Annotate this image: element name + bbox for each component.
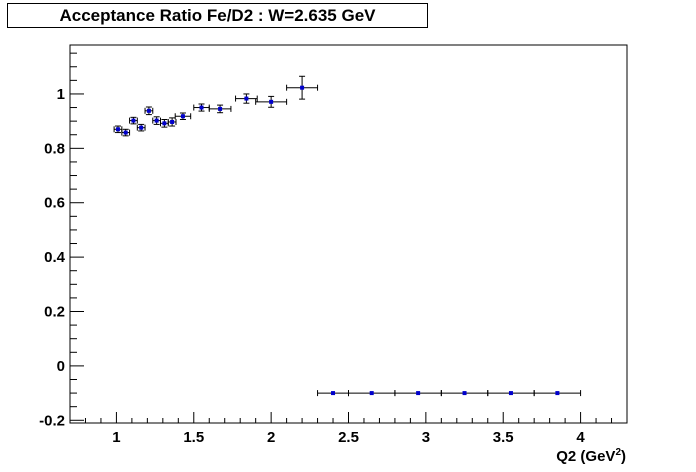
data-point	[160, 119, 169, 128]
data-point	[255, 95, 288, 108]
x-tick-label: 3	[422, 429, 430, 446]
data-point	[152, 116, 162, 125]
x-tick-label: 2.5	[338, 429, 359, 446]
x-tick-labels: 1 1.5 2 2.5 3 3.5 4	[112, 429, 585, 446]
y-tick-label: 0.6	[44, 195, 65, 212]
data-points	[113, 75, 582, 397]
y-tick-label: -0.2	[39, 412, 65, 429]
x-tick-label: 4	[576, 429, 585, 446]
plot-frame	[69, 44, 628, 424]
data-point	[174, 112, 192, 121]
data-point	[193, 103, 210, 112]
y-tick-label: 1	[57, 86, 65, 103]
data-point	[487, 390, 535, 397]
data-point	[136, 123, 146, 132]
y-axis-ticks	[70, 52, 84, 421]
data-point	[113, 125, 123, 134]
x-axis-ticks	[69, 412, 628, 423]
data-point	[394, 390, 442, 397]
data-point	[167, 117, 177, 127]
data-point	[235, 93, 258, 104]
data-point	[533, 390, 582, 397]
data-point	[348, 390, 396, 397]
chart-title: Acceptance Ratio Fe/D2 : W=2.635 GeV	[59, 6, 376, 25]
y-tick-label: 0	[57, 358, 65, 375]
data-point	[129, 116, 138, 125]
data-point	[144, 106, 154, 116]
y-tick-label: 0.4	[44, 249, 66, 266]
data-point	[440, 390, 489, 397]
chart-title-box: Acceptance Ratio Fe/D2 : W=2.635 GeV	[7, 3, 428, 28]
y-tick-label: 0.8	[44, 140, 65, 157]
y-tick-label: 0.2	[44, 304, 65, 321]
data-point	[208, 104, 232, 114]
data-point	[317, 390, 349, 397]
data-point	[286, 75, 319, 100]
x-axis-title: Q2 (GeV2)	[556, 447, 626, 465]
y-tick-labels: -0.2 0 0.2 0.4 0.6 0.8 1	[39, 86, 66, 429]
x-tick-label: 1.5	[183, 429, 204, 446]
x-tick-label: 2	[267, 429, 275, 446]
x-tick-label: 1	[112, 429, 120, 446]
data-point	[121, 128, 131, 137]
x-tick-label: 3.5	[493, 429, 514, 446]
